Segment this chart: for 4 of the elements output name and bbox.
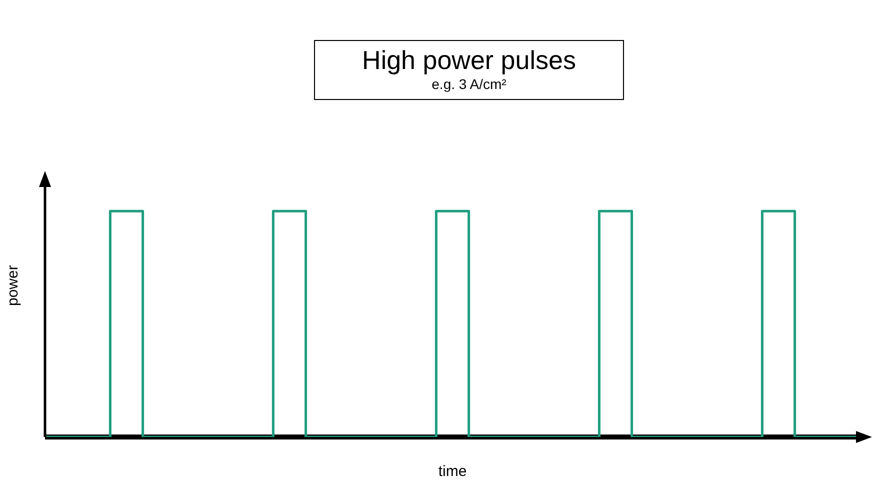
chart-subtitle: e.g. 3 A/cm² (432, 76, 506, 92)
chart-title: High power pulses (362, 45, 576, 75)
y-axis-title: power (4, 265, 22, 306)
x-axis-title: time (438, 463, 467, 480)
